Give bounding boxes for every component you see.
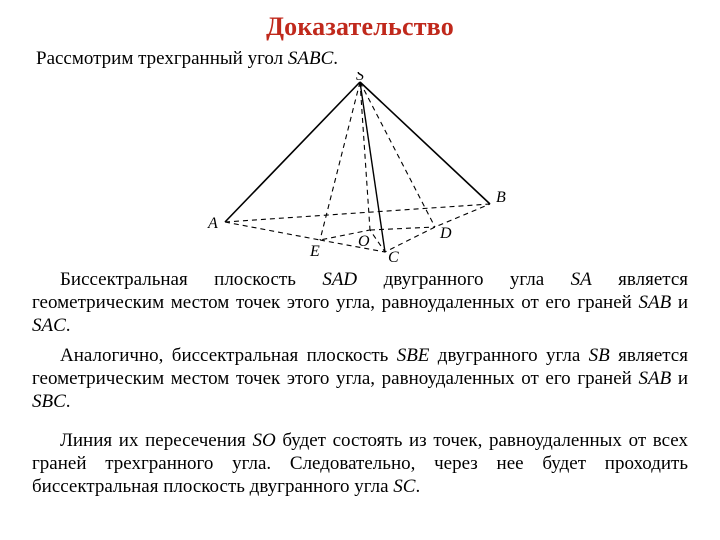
p2-em1: SBE bbox=[397, 345, 430, 366]
paragraph-2: Аналогично, биссектральная плоскость SBE… bbox=[32, 344, 688, 414]
edge-SA bbox=[225, 82, 360, 222]
p1-t2: двугранного угла bbox=[357, 269, 570, 290]
p1-em3: SAB bbox=[638, 292, 671, 313]
page: Доказательство Рассмотрим трехгранный уг… bbox=[0, 0, 720, 540]
p2-em3: SAB bbox=[638, 368, 671, 389]
edge-SC bbox=[360, 82, 385, 252]
paragraph-1: Биссектральная плоскость SAD двугранного… bbox=[32, 268, 688, 338]
p1-t1: Биссектральная плоскость bbox=[60, 269, 322, 290]
edge-SE bbox=[320, 82, 360, 240]
label-A: A bbox=[207, 215, 218, 232]
edge-SO bbox=[360, 82, 370, 230]
intro-suffix: . bbox=[333, 48, 338, 69]
p2-em4: SBC bbox=[32, 391, 66, 412]
base-AB-back bbox=[225, 204, 490, 222]
label-E: E bbox=[309, 243, 320, 260]
base-od-extra bbox=[370, 227, 435, 230]
p2-t4: и bbox=[671, 368, 688, 389]
label-S: S bbox=[356, 72, 364, 84]
p2-em2: SB bbox=[589, 345, 610, 366]
proof-title: Доказательство bbox=[32, 12, 688, 42]
p1-t5: . bbox=[66, 315, 71, 336]
p3-t3: . bbox=[415, 476, 420, 497]
label-B: B bbox=[496, 189, 506, 206]
intro-prefix: Рассмотрим трехгранный угол bbox=[36, 48, 288, 69]
p2-t1: Аналогично, биссектральная плоскость bbox=[60, 345, 397, 366]
p3-t1: Линия их пересечения bbox=[60, 430, 252, 451]
p1-t4: и bbox=[671, 292, 688, 313]
p1-em4: SAC bbox=[32, 315, 66, 336]
intro-line: Рассмотрим трехгранный угол SABC. bbox=[36, 48, 688, 70]
p2-t2: двугранного угла bbox=[429, 345, 588, 366]
trihedral-angle-figure: S A B C D E O bbox=[200, 72, 520, 262]
intro-angle: SABC bbox=[288, 48, 333, 69]
p1-em1: SAD bbox=[322, 269, 357, 290]
base-oc-extra bbox=[320, 240, 385, 252]
edge-SB bbox=[360, 82, 490, 204]
p3-em2: SC bbox=[393, 476, 415, 497]
label-C: C bbox=[388, 249, 399, 262]
label-D: D bbox=[439, 225, 452, 242]
label-O: O bbox=[358, 233, 370, 250]
paragraph-3: Линия их пересечения SO будет состоять и… bbox=[32, 429, 688, 499]
p3-em1: SO bbox=[252, 430, 275, 451]
p2-t5: . bbox=[66, 391, 71, 412]
p1-em2: SA bbox=[571, 269, 592, 290]
